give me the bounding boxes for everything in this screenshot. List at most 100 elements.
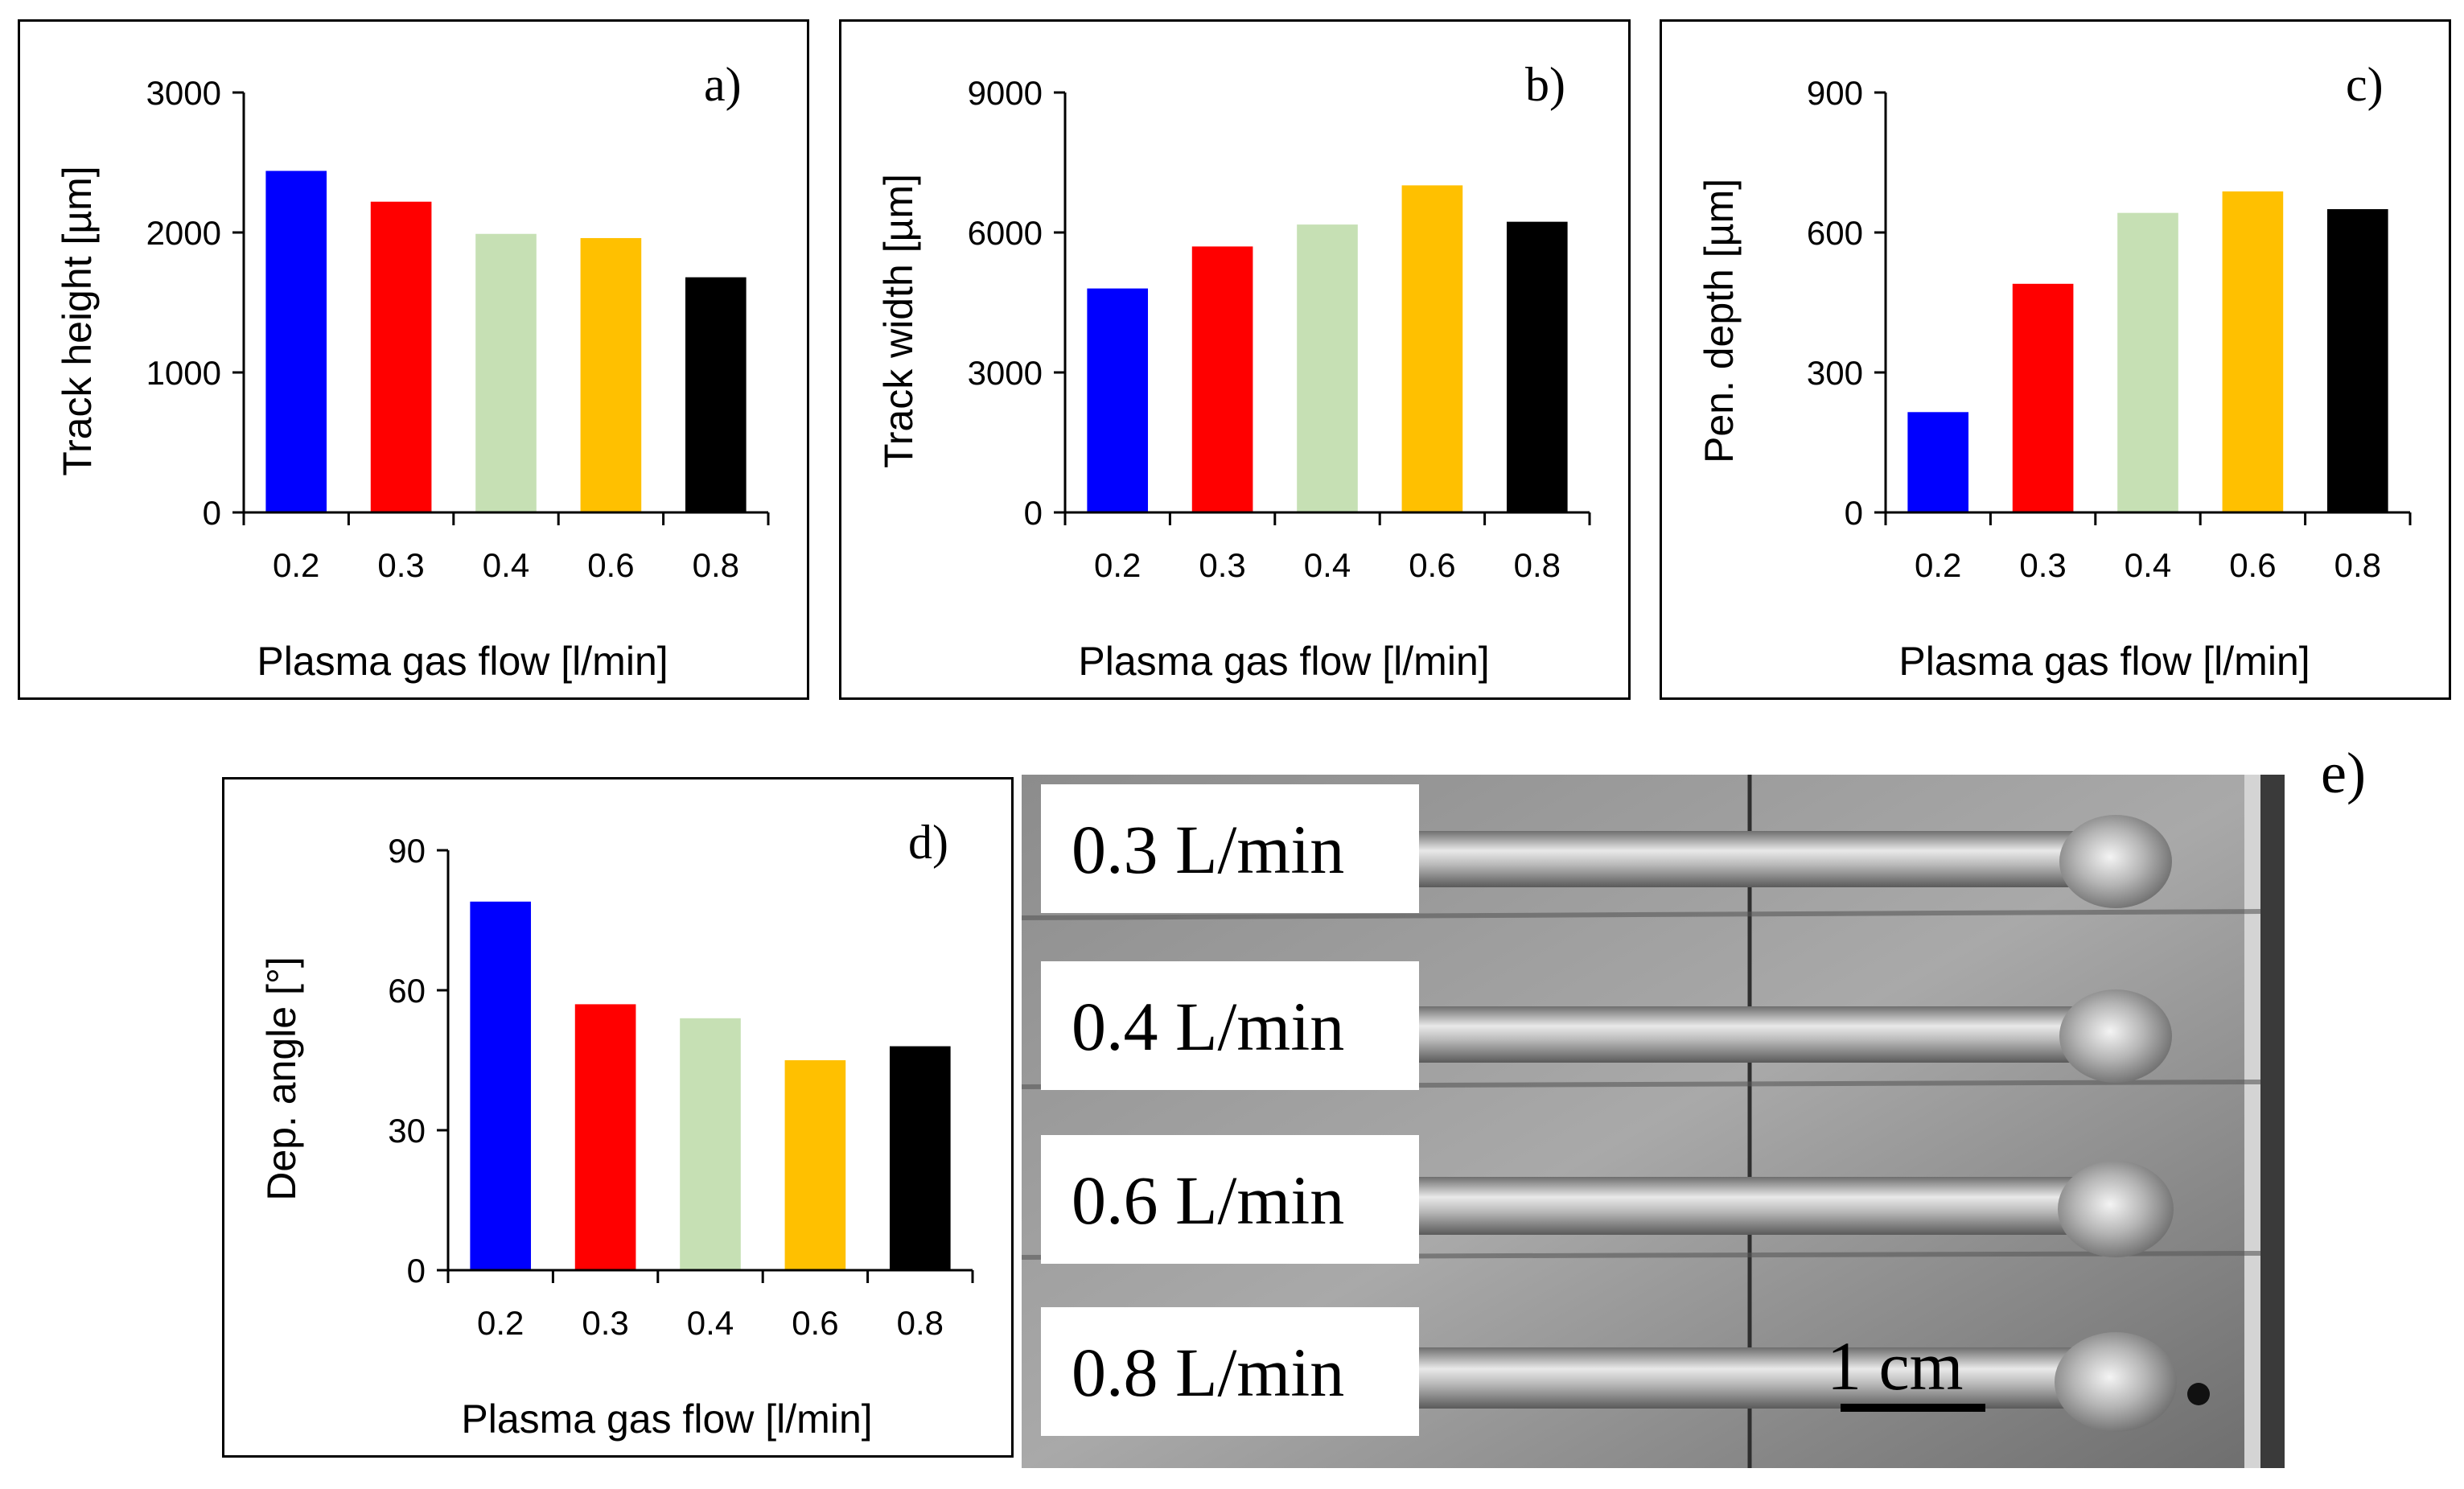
x-tick-label: 0.6 — [587, 546, 634, 584]
x-axis-label-d: Plasma gas flow [l/min] — [461, 1396, 872, 1442]
chart-d-bars — [470, 901, 951, 1270]
y-tick-label: 6000 — [968, 214, 1043, 252]
panel-label-d: d) — [908, 816, 948, 869]
y-axis-label-c: Pen. depth [µm] — [1697, 179, 1742, 463]
bar-0.4 — [475, 233, 537, 512]
weld-crater-4 — [2055, 1332, 2177, 1432]
chart-c-bars — [1907, 191, 2388, 512]
panel-label-a: a) — [704, 58, 742, 111]
y-tick-label: 300 — [1807, 354, 1863, 392]
weld-crater-1 — [2059, 815, 2172, 908]
bar-0.2 — [470, 901, 532, 1270]
y-axis-label-a: Track height [µm] — [55, 166, 100, 475]
bar-0.4 — [1297, 224, 1358, 512]
bar-0.4 — [2117, 212, 2178, 512]
chart-b-svg: 0 3000 6000 9000 0.2 0.3 0.4 0.6 0.8 b) Track wi… — [876, 58, 1591, 684]
x-tick-label: 0.2 — [273, 546, 319, 584]
x-axis-label-a: Plasma gas flow [l/min] — [257, 639, 668, 684]
y-tick-label: 600 — [1807, 214, 1863, 252]
plate-scratch-1 — [1022, 909, 2261, 920]
bar-0.8 — [2326, 209, 2388, 512]
y-tick-label: 0 — [407, 1252, 426, 1290]
bar-0.3 — [370, 201, 432, 512]
x-tick-label: 0.4 — [483, 546, 529, 584]
flow-label-box-2: 0.4 L/min — [1041, 961, 1419, 1090]
x-tick-label: 0.3 — [2019, 546, 2066, 584]
x-tick-label: 0.6 — [792, 1304, 838, 1342]
bar-0.4 — [680, 1018, 741, 1270]
panel-label-b: b) — [1525, 58, 1565, 111]
chart-panel-a: 0 1000 2000 3000 0.2 0.3 0.4 0.6 0.8 a) Track he… — [18, 19, 809, 700]
plate-hole — [2187, 1383, 2210, 1405]
x-tick-label: 0.2 — [1094, 546, 1141, 584]
chart-d-axes — [446, 850, 973, 1272]
bar-0.6 — [2222, 191, 2284, 512]
bar-0.6 — [784, 1060, 846, 1270]
chart-b-bars — [1087, 185, 1568, 513]
chart-b-ticks: 0 3000 6000 9000 0.2 0.3 0.4 0.6 0.8 — [968, 74, 1591, 584]
weld-bead-3 — [1360, 1177, 2124, 1235]
x-tick-label: 0.6 — [1409, 546, 1455, 584]
x-tick-label: 0.4 — [1304, 546, 1351, 584]
chart-a-svg: 0 1000 2000 3000 0.2 0.3 0.4 0.6 0.8 a) Track he… — [55, 58, 770, 684]
bar-0.3 — [574, 1004, 636, 1270]
y-tick-label: 3000 — [968, 354, 1043, 392]
chart-a-bars — [265, 171, 747, 512]
flow-label-box-3: 0.6 L/min — [1041, 1135, 1419, 1264]
chart-panel-d: 0 30 60 90 0.2 0.3 0.4 0.6 0.8 d) Dep. angle [°]… — [222, 777, 1014, 1458]
x-tick-label: 0.8 — [693, 546, 739, 584]
flow-label-box-1: 0.3 L/min — [1041, 784, 1419, 913]
x-tick-label: 0.6 — [2229, 546, 2276, 584]
chart-d-svg: 0 30 60 90 0.2 0.3 0.4 0.6 0.8 d) Dep. angle [°]… — [259, 816, 974, 1442]
flow-label-2: 0.4 L/min — [1072, 988, 1344, 1065]
chart-d-ticks: 0 30 60 90 0.2 0.3 0.4 0.6 0.8 — [388, 832, 974, 1342]
y-tick-label: 1000 — [146, 354, 221, 392]
y-tick-label: 3000 — [146, 74, 221, 112]
weld-crater-2 — [2059, 989, 2172, 1083]
flow-label-box-4: 0.8 L/min — [1041, 1307, 1419, 1436]
bar-0.2 — [1087, 288, 1149, 512]
x-tick-label: 0.3 — [582, 1304, 628, 1342]
y-tick-label: 60 — [388, 972, 426, 1010]
bar-0.6 — [1401, 185, 1463, 513]
bar-0.3 — [1191, 246, 1253, 512]
weld-bead-4 — [1360, 1347, 2124, 1409]
y-axis-label-d: Dep. angle [°] — [259, 956, 304, 1201]
x-tick-label: 0.4 — [687, 1304, 734, 1342]
chart-a-ticks: 0 1000 2000 3000 0.2 0.3 0.4 0.6 0.8 — [146, 74, 770, 584]
bar-0.2 — [1907, 412, 1969, 512]
weld-track-photo: 0.3 L/min 0.4 L/min 0.6 L/min 0.8 L/min … — [1022, 775, 2285, 1468]
x-tick-label: 0.3 — [1199, 546, 1245, 584]
chart-panel-b: 0 3000 6000 9000 0.2 0.3 0.4 0.6 0.8 b) Track wi… — [839, 19, 1631, 700]
y-tick-label: 900 — [1807, 74, 1863, 112]
x-axis-label-b: Plasma gas flow [l/min] — [1078, 639, 1489, 684]
bar-0.6 — [580, 237, 642, 512]
chart-c-svg: 0 300 600 900 0.2 0.3 0.4 0.6 0.8 c) Pen. depth … — [1697, 58, 2412, 684]
x-tick-label: 0.8 — [897, 1304, 944, 1342]
x-tick-label: 0.2 — [1915, 546, 1961, 584]
y-tick-label: 0 — [1845, 494, 1863, 532]
panel-label-c: c) — [2346, 58, 2384, 111]
x-tick-label: 0.4 — [2125, 546, 2171, 584]
bar-0.8 — [685, 277, 747, 512]
y-tick-label: 0 — [203, 494, 221, 532]
y-tick-label: 90 — [388, 832, 426, 870]
chart-c-ticks: 0 300 600 900 0.2 0.3 0.4 0.6 0.8 — [1807, 74, 2412, 584]
weld-track-photo-svg: 0.3 L/min 0.4 L/min 0.6 L/min 0.8 L/min … — [1022, 775, 2285, 1468]
x-tick-label: 0.2 — [477, 1304, 524, 1342]
y-axis-label-b: Track width [µm] — [876, 174, 921, 468]
flow-label-1: 0.3 L/min — [1072, 811, 1344, 888]
plate-edge-highlight — [2244, 775, 2260, 1468]
weld-bead-2 — [1360, 1006, 2124, 1063]
y-tick-label: 2000 — [146, 214, 221, 252]
chart-panel-c: 0 300 600 900 0.2 0.3 0.4 0.6 0.8 c) Pen. depth … — [1660, 19, 2451, 700]
scale-bar — [1841, 1404, 1985, 1412]
x-tick-label: 0.8 — [1514, 546, 1561, 584]
panel-label-e: e) — [2321, 741, 2366, 805]
x-tick-label: 0.3 — [377, 546, 424, 584]
bar-0.2 — [265, 171, 327, 512]
plate-right-edge — [2260, 775, 2285, 1468]
chart-b-axes — [1063, 93, 1590, 514]
weld-crater-3 — [2058, 1161, 2174, 1257]
weld-bead-1 — [1360, 831, 2124, 887]
